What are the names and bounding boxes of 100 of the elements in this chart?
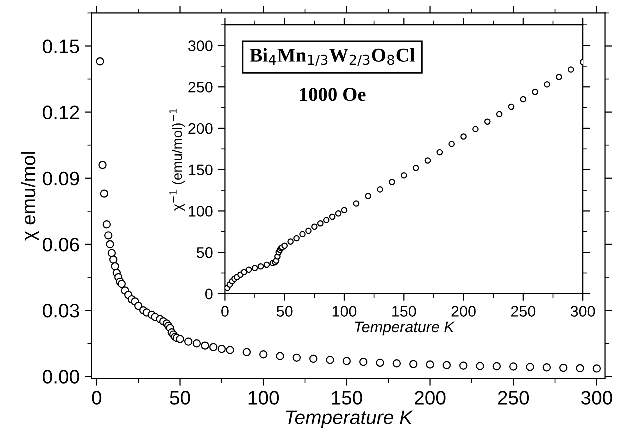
point (329, 214, 336, 220)
point (317, 220, 324, 227)
y-tick-label: 0.06 (43, 238, 80, 252)
y-axis-title: χ emu/mol (21, 152, 40, 241)
x-tick-label: 100 (332, 306, 357, 317)
point (288, 238, 294, 245)
point (246, 266, 252, 274)
point (353, 200, 360, 207)
point (134, 302, 143, 310)
point (392, 360, 402, 368)
x-axis-title: Temperature K (286, 410, 414, 428)
y-tick-label: 50 (197, 247, 213, 258)
point (118, 280, 126, 288)
point (98, 161, 107, 170)
point (106, 240, 114, 249)
point (436, 149, 444, 156)
x-tick-label: 200 (415, 391, 446, 405)
point (389, 179, 396, 186)
x-tick-label: 250 (511, 306, 536, 317)
point (210, 343, 218, 352)
point (460, 134, 467, 140)
y-tick-label: 0.12 (43, 106, 80, 120)
x-tick-label: 0 (222, 306, 229, 317)
y-tick-label: 0.09 (43, 172, 80, 186)
point (176, 335, 184, 344)
x-tick-label: 200 (452, 306, 476, 317)
point (410, 360, 418, 368)
point (294, 235, 300, 242)
point (342, 357, 352, 366)
point (568, 66, 574, 73)
point (556, 74, 562, 80)
point (365, 193, 372, 200)
point (544, 81, 550, 88)
x-tick-label: 300 (581, 391, 612, 405)
y-axis-title: χ$^{−1}$ (emu/mol)$^{−1}$ (170, 109, 185, 212)
point (104, 232, 113, 240)
point (560, 364, 568, 372)
point (412, 165, 420, 172)
point (542, 364, 552, 372)
point (442, 361, 452, 370)
point (341, 207, 348, 214)
x-tick-label: 50 (276, 306, 293, 317)
point (508, 104, 515, 110)
point (242, 348, 252, 357)
y-tick-label: 250 (188, 82, 213, 93)
point (376, 358, 384, 368)
point (111, 262, 120, 271)
point (335, 210, 342, 217)
point (496, 111, 503, 118)
point (96, 58, 104, 66)
point (306, 228, 312, 234)
point (460, 362, 468, 370)
point (201, 342, 210, 350)
x-tick-label: 0 (92, 391, 102, 405)
point (326, 356, 334, 364)
point (377, 186, 384, 193)
point (576, 364, 584, 373)
point (241, 269, 248, 276)
point (258, 263, 264, 270)
annotation: 1000 Oe (300, 88, 366, 102)
point (108, 249, 116, 258)
point (592, 364, 602, 373)
x-tick-label: 50 (170, 391, 190, 405)
point (426, 360, 434, 369)
y-tick-label: 0.00 (43, 370, 80, 384)
text: Bi$_{4}$Mn$_{1/3}$W$_{2/3}$O$_{8}$Cl (250, 48, 415, 66)
point (448, 141, 456, 148)
point (102, 220, 112, 229)
point (300, 231, 306, 238)
x-tick-label: 250 (498, 391, 530, 405)
point (476, 362, 484, 370)
y-tick-label: 100 (189, 206, 213, 217)
point (276, 352, 284, 360)
point (520, 96, 527, 103)
point (282, 242, 288, 250)
y-tick-label: 0.03 (43, 304, 80, 318)
point (532, 88, 539, 96)
point (110, 256, 118, 264)
point (100, 190, 109, 198)
y-tick-label: 0.15 (43, 40, 80, 54)
point (492, 362, 502, 371)
y-tick-label: 0 (206, 288, 213, 300)
x-tick-label: 150 (332, 391, 362, 405)
point (323, 217, 330, 224)
y-tick-label: 200 (188, 123, 213, 134)
y-tick-label: 150 (189, 164, 213, 176)
y-tick-label: 300 (188, 40, 213, 52)
x-tick-label: 150 (392, 306, 416, 317)
point (260, 350, 268, 359)
x-tick-label: 100 (248, 391, 280, 405)
x-tick-label: 300 (570, 306, 596, 317)
point (226, 346, 234, 354)
point (360, 358, 368, 366)
point (218, 345, 226, 354)
point (192, 340, 202, 348)
point (424, 158, 432, 164)
point (312, 224, 318, 230)
point (400, 172, 408, 179)
point (184, 338, 193, 346)
point (526, 363, 534, 372)
